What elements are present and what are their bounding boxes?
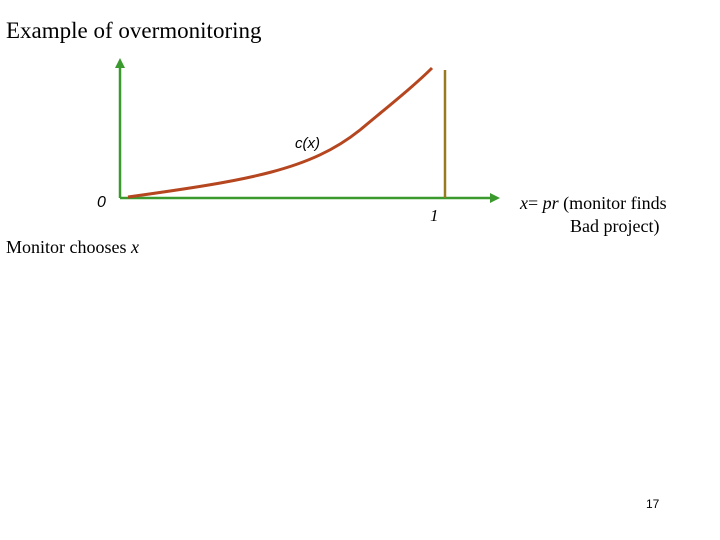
pr-variable: pr [542,193,559,213]
x-axis-label: x= pr (monitor finds Bad project) [520,192,667,238]
x-axis-label-line1: x= pr (monitor finds [520,193,667,213]
caption-variable: x [131,237,139,257]
monitor-caption-text: Monitor chooses [6,237,131,257]
origin-label: 0 [97,194,106,211]
slide-title: Example of overmonitoring [6,18,262,43]
y-axis-arrowhead [115,58,125,68]
curve-label: c(x) [295,135,320,152]
monitor-caption: Monitor chooses x [6,237,139,258]
equals-sign: = [528,193,543,213]
monitor-finds-text: (monitor finds [558,193,667,213]
x-axis-arrowhead [490,193,500,203]
x-variable: x [520,193,528,213]
x-axis-label-line2: Bad project) [570,216,660,236]
cost-curve [127,66,434,199]
page-number: 17 [646,497,660,511]
endpoint-label: 1 [430,206,439,225]
